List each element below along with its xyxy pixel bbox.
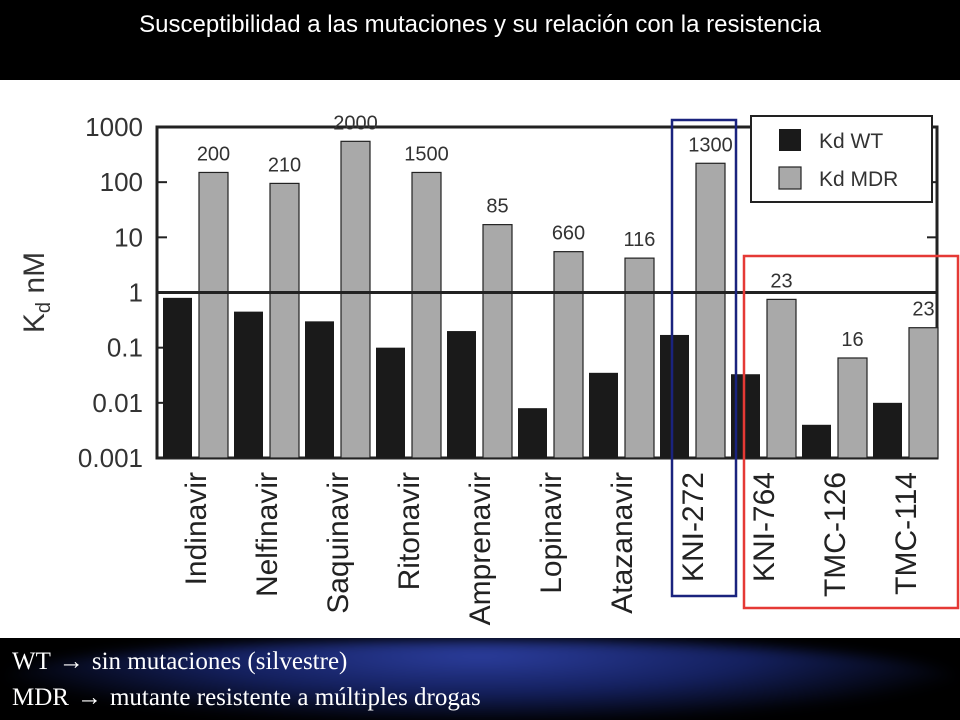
x-category-label: Lopinavir [535,472,568,594]
bar-data-label: 200 [197,143,230,165]
legend-swatch-wt [779,129,801,151]
bar-data-label: 23 [912,299,934,321]
bar-mdr-indinavir [198,171,229,459]
bar-mdr-nelfinavir [269,182,300,459]
bar-data-label: 210 [268,154,301,176]
footer-term-wt: WT [12,648,51,675]
footer-text-wt: sin mutaciones (silvestre) [91,648,348,675]
slide-title: Susceptibilidad a las mutaciones y su re… [0,0,960,80]
bar-wt-ritonavir [376,347,405,458]
highlight-box-blue [670,118,738,598]
slide-title-text: Susceptibilidad a las mutaciones y su re… [139,11,821,38]
bar-data-label: 116 [624,229,656,251]
y-axis-label-sub: d [33,302,55,313]
bar-data-label: 1500 [404,143,449,165]
legend-label-mdr: Kd MDR [819,168,898,191]
x-category-label: TMC-126 [819,472,852,597]
bar-mdr-tmc-114 [908,327,939,459]
arrow-right-icon: → [76,684,102,711]
footer-line-mdr: MDR → mutante resistente a múltiples droga… [12,682,960,714]
x-category-label: Atazanavir [606,472,639,614]
bar-mdr-kni-272 [695,162,726,459]
bar-data-label: 23 [770,270,792,292]
x-category-label: Indinavir [180,472,213,585]
footer-text-mdr: mutante resistente a múltiples drogas [109,684,481,711]
bar-wt-amprenavir [447,331,476,458]
bar-wt-saquinavir [305,321,334,458]
x-category-label: Saquinavir [322,472,355,614]
bar-data-label: 660 [552,223,585,245]
y-axis-label-unit: nM [18,252,51,302]
bar-data-label: 85 [486,196,508,218]
chart-panel: 1000 100 10 1 0.1 0.01 0.001 Kd nM 200 Indinavir 2… [0,80,960,638]
bar-mdr-tmc-126 [837,357,868,459]
bar-wt-indinavir [163,297,192,458]
y-tick-label: 0.1 [107,333,143,363]
bar-wt-atazanavir [589,372,618,458]
background-decoration [0,640,960,720]
legend-swatch-mdr [778,166,802,190]
highlight-box-red [742,254,960,610]
y-tick-label: 1 [129,278,143,308]
arrow-right-icon: → [58,648,84,675]
x-category-label: KNI-272 [677,472,710,582]
y-tick-label: 100 [100,167,143,197]
bar-mdr-lopinavir [553,251,584,459]
bar-mdr-ritonavir [411,171,442,459]
x-category-label: Ritonavir [393,472,426,590]
bar-data-label: 2000 [333,112,378,134]
bar-wt-tmc-126 [802,424,831,458]
bar-wt-lopinavir [518,408,547,458]
bar-mdr-amprenavir [482,224,513,459]
y-tick-label: 10 [114,222,143,252]
y-axis-label-main: K [18,313,51,333]
footer-notes: WT → sin mutaciones (silvestre) MDR → mutant… [0,638,960,720]
y-axis-label: Kd nM [18,252,55,333]
legend-label-wt: Kd WT [819,130,883,153]
bar-wt-kni-272 [660,334,689,458]
bar-mdr-saquinavir [340,140,371,459]
x-category-label: KNI-764 [748,472,781,582]
bar-mdr-atazanavir [624,257,655,459]
bar-wt-tmc-114 [873,402,902,458]
y-tick-label: 0.001 [78,443,143,473]
footer-term-mdr: MDR [12,684,69,711]
y-tick-label: 0.01 [92,388,143,418]
bar-data-label: 1300 [688,134,733,156]
kd-bar-chart: 1000 100 10 1 0.1 0.01 0.001 Kd nM 200 Indinavir 2… [18,112,960,625]
x-category-label: Amprenavir [464,472,497,625]
bar-data-label: 16 [841,329,863,351]
x-category-label: Nelfinavir [251,472,284,597]
bar-wt-nelfinavir [234,311,263,458]
bar-mdr-kni-764 [766,298,797,459]
footer-line-wt: WT → sin mutaciones (silvestre) [12,646,960,678]
y-tick-label: 1000 [85,112,143,142]
x-category-label: TMC-114 [890,472,923,595]
